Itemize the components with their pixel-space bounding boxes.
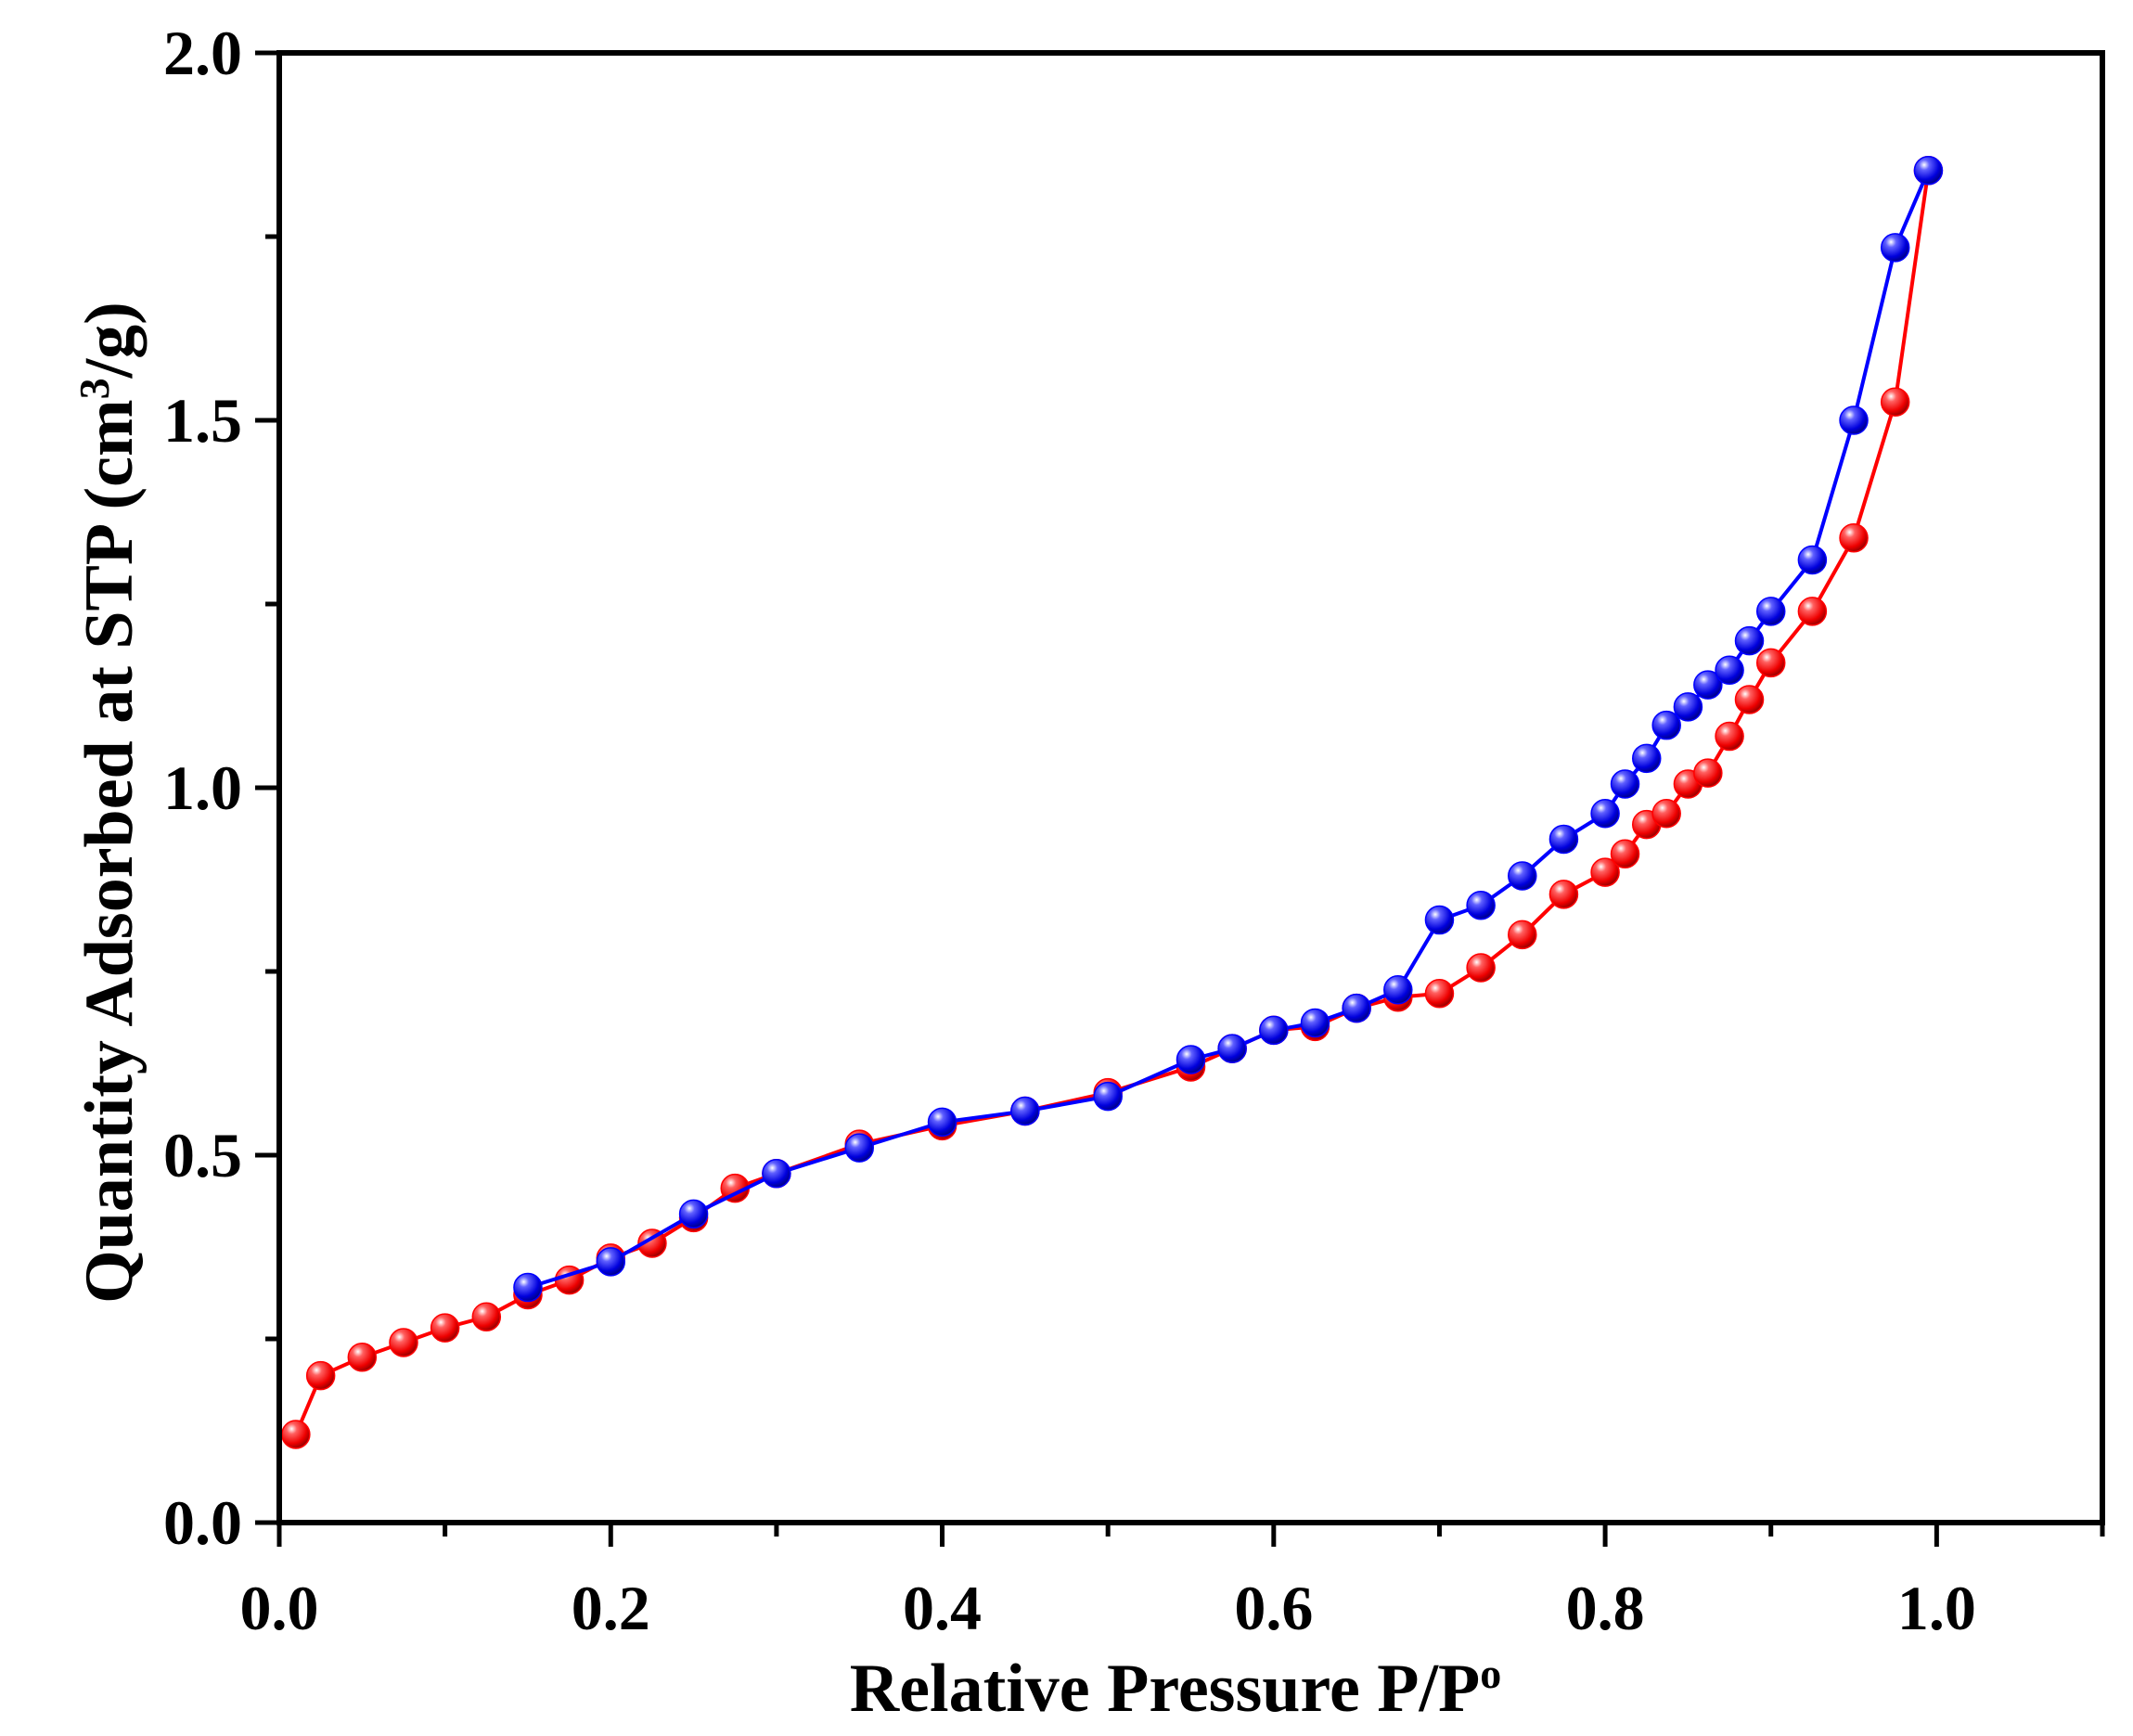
desorption-point xyxy=(1797,545,1828,575)
adsorption-point xyxy=(389,1328,418,1357)
desorption-point xyxy=(844,1133,874,1163)
desorption-point xyxy=(1755,597,1786,626)
adsorption-point xyxy=(281,1420,311,1449)
desorption-point xyxy=(1839,405,1869,435)
x-tick-label: 0.2 xyxy=(572,1573,650,1643)
y-tick-label: 2.0 xyxy=(163,18,242,88)
desorption-point xyxy=(1259,1015,1289,1046)
adsorption-line xyxy=(294,170,1931,1435)
adsorption-point xyxy=(1610,839,1640,869)
desorption-point xyxy=(1548,824,1579,855)
adsorption-series xyxy=(281,155,1944,1449)
x-tick-label: 0.8 xyxy=(1566,1573,1645,1643)
adsorption-point xyxy=(1651,798,1681,829)
adsorption-point xyxy=(1839,522,1869,553)
adsorption-point xyxy=(1424,979,1455,1009)
x-tick-label: 0.0 xyxy=(240,1573,319,1643)
desorption-point xyxy=(1010,1096,1040,1126)
desorption-point xyxy=(513,1272,543,1303)
desorption-point xyxy=(1913,155,1944,186)
adsorption-point xyxy=(1466,953,1496,983)
y-tick-label: 1.0 xyxy=(163,752,242,823)
series-layer xyxy=(281,155,1944,1449)
desorption-point xyxy=(1734,625,1765,656)
adsorption-point xyxy=(347,1343,378,1372)
x-tick-label: 0.6 xyxy=(1234,1573,1313,1643)
desorption-point xyxy=(678,1199,709,1229)
ticks-layer xyxy=(255,50,2105,1547)
adsorption-point xyxy=(305,1360,336,1391)
adsorption-point xyxy=(1755,648,1786,678)
adsorption-point xyxy=(430,1313,460,1343)
y-tick-label: 0.0 xyxy=(163,1487,242,1558)
adsorption-point xyxy=(1734,685,1765,714)
desorption-point xyxy=(1383,975,1413,1005)
x-tick-label: 0.4 xyxy=(903,1573,982,1643)
desorption-point xyxy=(596,1247,626,1277)
desorption-series xyxy=(513,155,1944,1303)
desorption-point xyxy=(927,1107,957,1138)
desorption-point xyxy=(1590,798,1620,829)
adsorption-point xyxy=(1797,597,1828,626)
desorption-point xyxy=(1651,710,1681,740)
plot-frame xyxy=(276,50,2105,1525)
x-tick-label: 1.0 xyxy=(1897,1573,1976,1643)
adsorption-point xyxy=(1548,880,1579,909)
desorption-point xyxy=(1880,233,1910,263)
desorption-point xyxy=(1424,905,1455,935)
labels-layer: 0.0 0.2 0.4 0.6 0.8 1.0 0.0 0.5 1.0 1.5 2.0 xyxy=(163,18,1976,1643)
adsorption-point xyxy=(637,1228,667,1258)
adsorption-point xyxy=(1880,387,1910,417)
y-tick-label: 0.5 xyxy=(163,1120,242,1190)
desorption-point xyxy=(1673,692,1703,722)
adsorption-point xyxy=(1590,857,1620,887)
y-tick-label: 1.5 xyxy=(163,385,242,456)
desorption-point xyxy=(762,1159,791,1189)
desorption-point xyxy=(1300,1008,1330,1038)
desorption-point xyxy=(1693,670,1723,700)
desorption-point xyxy=(1342,993,1371,1023)
y-axis-title: Quantity Adsorbed at STP (cm3/g) xyxy=(71,302,148,1304)
desorption-point xyxy=(1093,1081,1123,1112)
desorption-point xyxy=(1715,655,1744,686)
desorption-point xyxy=(1508,861,1537,891)
desorption-point xyxy=(1217,1034,1247,1063)
desorption-point xyxy=(1632,743,1662,774)
adsorption-point xyxy=(471,1302,502,1331)
adsorption-point xyxy=(1508,919,1537,950)
desorption-point xyxy=(1466,890,1496,920)
adsorption-point xyxy=(1693,758,1723,788)
x-axis-title: Relative Pressure P/Po xyxy=(850,1650,1502,1728)
desorption-point xyxy=(1176,1045,1206,1074)
adsorption-point xyxy=(1715,721,1744,752)
axes-layer xyxy=(276,50,2105,1525)
desorption-point xyxy=(1610,769,1640,799)
